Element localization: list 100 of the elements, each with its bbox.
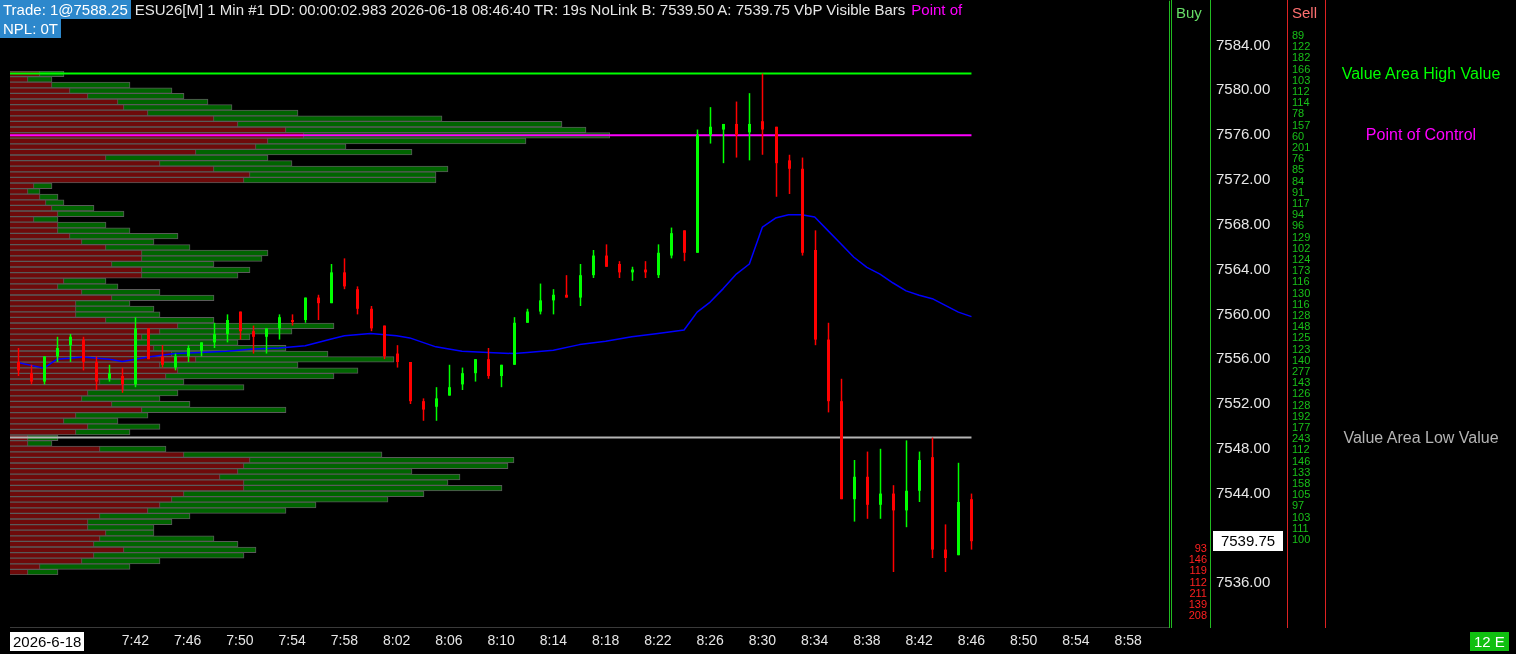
candlestick — [657, 243, 660, 279]
y-tick-label: 7568.00 — [1216, 214, 1271, 232]
candlestick — [174, 352, 177, 372]
candlestick — [252, 324, 255, 355]
text: 105 — [1292, 488, 1311, 501]
x-tick-label: 8:26 — [696, 631, 724, 648]
candlestick — [448, 364, 451, 397]
text: 103 — [1292, 73, 1311, 86]
candlestick — [500, 364, 503, 388]
text: 117 — [1292, 197, 1310, 209]
x-tick-label: 8:10 — [487, 631, 516, 648]
annotation: Trade: 1@7588.25 — [0, 0, 131, 19]
text: 114 — [1292, 96, 1310, 109]
candlestick — [526, 308, 529, 324]
x-tick-label: 7:46 — [174, 631, 202, 648]
candlestick — [840, 378, 843, 500]
text: 91 — [1292, 185, 1305, 198]
text: 2026-6-18 — [10, 632, 85, 651]
x-tick-label: 8:14 — [539, 631, 568, 648]
ref-line-label: Point of Control — [1364, 126, 1478, 145]
candlestick — [95, 355, 98, 391]
candlestick — [435, 386, 438, 422]
text: 130 — [1292, 286, 1311, 299]
candlestick — [722, 123, 725, 164]
candlestick — [213, 322, 216, 349]
text: 143 — [1292, 376, 1311, 389]
text: 133 — [1292, 465, 1311, 478]
annotation: Point of — [911, 0, 963, 19]
candlestick — [370, 305, 373, 332]
text: 140 — [1292, 353, 1311, 366]
candlestick — [200, 341, 203, 358]
candlestick — [618, 260, 621, 279]
candlestick — [957, 462, 960, 556]
text: 112 — [1292, 85, 1310, 97]
text: 128 — [1292, 398, 1311, 411]
x-tick-label: 8:18 — [592, 631, 620, 648]
y-tick-label: 7584.00 — [1216, 35, 1271, 53]
x-tick-label: 8:58 — [1114, 631, 1143, 648]
text: 126 — [1292, 387, 1311, 400]
text: 76 — [1292, 152, 1305, 165]
text: 148 — [1292, 320, 1311, 333]
text: 116 — [1292, 275, 1310, 288]
text: 78 — [1292, 107, 1305, 120]
text: 94 — [1292, 208, 1305, 221]
candlestick — [56, 336, 59, 363]
candlestick — [970, 492, 973, 551]
y-tick-label: 7576.00 — [1216, 125, 1271, 143]
y-tick-label: 7572.00 — [1216, 170, 1271, 188]
text: 128 — [1292, 309, 1311, 321]
text: 100 — [1292, 533, 1311, 545]
text: 89 — [1292, 29, 1305, 41]
x-tick-label: 8:54 — [1062, 631, 1090, 648]
candlestick — [134, 316, 137, 388]
text: 201 — [1292, 141, 1311, 153]
candlestick — [879, 448, 882, 520]
candlestick — [918, 450, 921, 503]
candlestick — [474, 358, 477, 383]
candlestick — [121, 366, 124, 394]
text: 157 — [1292, 118, 1311, 131]
x-tick-label: 7:50 — [226, 631, 254, 648]
text: 84 — [1292, 174, 1305, 187]
candlestick — [683, 229, 686, 262]
candlestick — [82, 336, 85, 372]
text: 124 — [1292, 253, 1311, 265]
text: 60 — [1292, 129, 1305, 142]
text: 211 — [1188, 586, 1207, 599]
text: 7539.75 — [1213, 531, 1283, 552]
text: 277 — [1292, 365, 1311, 377]
candlestick — [827, 322, 830, 414]
candlestick — [383, 324, 386, 360]
y-tick-label: 7548.00 — [1216, 438, 1271, 456]
candlestick — [853, 459, 856, 523]
text: 146 — [1187, 553, 1207, 566]
x-tick-label: 8:22 — [644, 631, 672, 648]
x-tick-label: 8:34 — [801, 631, 829, 648]
x-tick-label: 8:38 — [853, 631, 881, 648]
candlestick — [565, 274, 568, 299]
y-tick-label: 7552.00 — [1216, 394, 1271, 412]
text: Sell — [1292, 4, 1318, 21]
candlestick — [866, 450, 869, 520]
candlestick — [579, 263, 582, 307]
x-tick-label: 8:42 — [905, 631, 934, 648]
candlestick — [801, 156, 804, 257]
text: 192 — [1292, 409, 1311, 422]
y-tick-label: 7544.00 — [1216, 483, 1271, 501]
text: 182 — [1292, 51, 1311, 64]
candlestick — [69, 333, 72, 363]
candlestick — [422, 397, 425, 422]
candlestick — [330, 263, 333, 304]
candlestick — [592, 249, 595, 279]
candlestick — [748, 92, 751, 162]
text: 12 E — [1470, 632, 1509, 651]
text: 125 — [1292, 331, 1311, 344]
text: 111 — [1292, 521, 1309, 534]
candlestick — [761, 72, 764, 156]
candlestick — [905, 439, 908, 528]
candlestick — [670, 226, 673, 260]
candlestick — [278, 313, 281, 341]
candlestick — [461, 366, 464, 391]
ref-line-label: Value Area High Value — [1340, 64, 1502, 83]
